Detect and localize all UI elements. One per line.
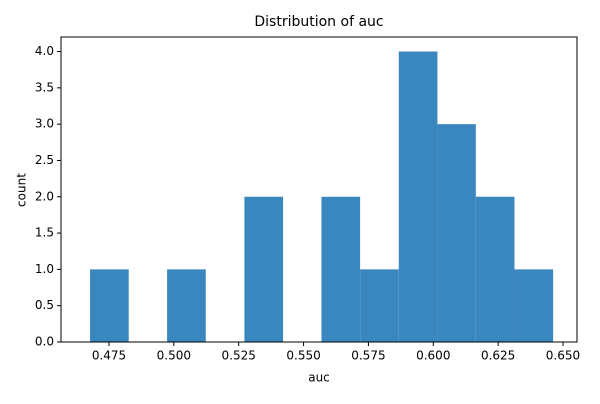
bar — [360, 269, 399, 342]
plot-frame — [60, 36, 578, 343]
y-tick-label: 4.0 — [35, 44, 54, 58]
bar — [321, 196, 361, 342]
bar — [437, 124, 476, 343]
x-tick-label: 0.475 — [92, 349, 126, 363]
x-tick-label: 0.625 — [481, 349, 515, 363]
x-tick-label: 0.550 — [286, 349, 320, 363]
x-tick-label: 0.500 — [157, 349, 191, 363]
y-tick-label: 1.0 — [35, 262, 54, 276]
y-tick-label: 1.5 — [35, 226, 54, 240]
y-tick-label: 3.0 — [35, 117, 54, 131]
bar — [244, 196, 284, 342]
bar — [475, 196, 515, 342]
bar — [514, 269, 554, 342]
y-tick-label: 0.5 — [35, 298, 54, 312]
bar — [90, 269, 129, 342]
chart-title: Distribution of auc — [254, 14, 383, 30]
y-tick-label: 0.0 — [35, 335, 54, 349]
y-tick-label: 2.5 — [35, 153, 54, 167]
bar — [167, 269, 206, 342]
x-tick-label: 0.650 — [546, 349, 580, 363]
y-axis-label: count — [15, 173, 29, 207]
x-tick-label: 0.575 — [351, 349, 385, 363]
y-tick-label: 2.0 — [35, 189, 54, 203]
x-axis-label: auc — [308, 371, 330, 385]
x-tick-label: 0.600 — [416, 349, 450, 363]
bar — [398, 51, 438, 343]
x-tick-label: 0.525 — [222, 349, 256, 363]
y-tick-label: 3.5 — [35, 80, 54, 94]
